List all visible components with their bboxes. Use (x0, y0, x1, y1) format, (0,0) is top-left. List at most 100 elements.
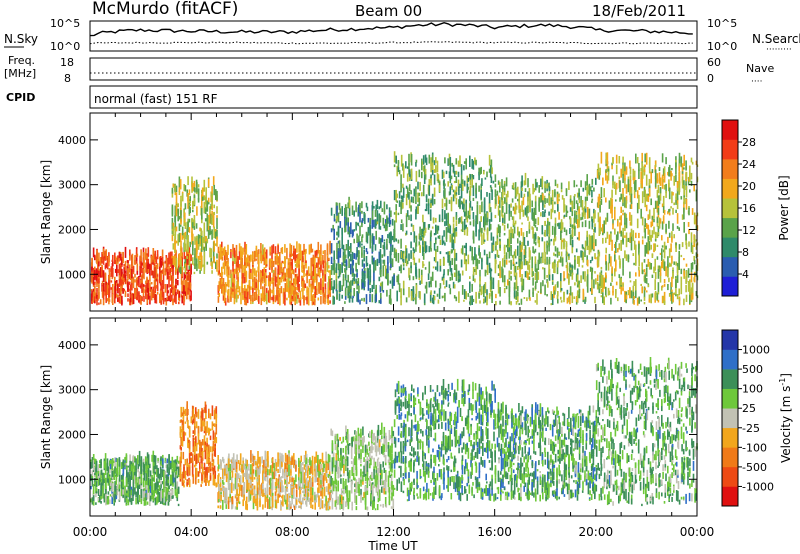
range-cell (548, 274, 551, 281)
range-cell (184, 222, 187, 229)
range-cell (455, 226, 458, 232)
range-cell (586, 280, 589, 293)
range-cell (578, 199, 581, 204)
noise-search-series (89, 41, 693, 45)
range-cell (617, 221, 619, 227)
range-cell (241, 281, 243, 293)
range-cell (167, 295, 169, 301)
range-cell (497, 195, 500, 205)
range-cell (371, 210, 374, 220)
range-cell (337, 262, 340, 271)
range-cell (118, 263, 121, 276)
range-cell (640, 167, 642, 172)
range-cell (671, 168, 673, 171)
range-cell (561, 240, 564, 243)
range-cell (685, 233, 687, 241)
range-cell (134, 255, 136, 265)
range-cell (635, 180, 637, 192)
range-cell (345, 262, 348, 271)
range-cell (366, 206, 369, 212)
range-cell (505, 193, 508, 203)
range-cell (140, 456, 143, 464)
range-cell (118, 255, 121, 262)
range-cell (94, 483, 96, 487)
range-cell (497, 205, 500, 216)
range-cell (127, 485, 130, 491)
range-cell (503, 282, 506, 287)
range-cell (172, 256, 175, 265)
range-cell (575, 200, 578, 204)
range-cell (524, 271, 527, 278)
range-cell (171, 275, 173, 286)
range-cell (250, 287, 252, 290)
range-cell (423, 165, 426, 175)
range-cell (681, 163, 684, 169)
range-cell (656, 173, 659, 184)
range-cell (566, 267, 569, 279)
range-cell (617, 218, 619, 223)
range-cell (165, 460, 168, 464)
range-cell (244, 249, 246, 259)
range-cell (355, 262, 357, 272)
range-cell (298, 298, 300, 303)
range-cell (328, 270, 330, 273)
range-cell (258, 295, 260, 304)
range-cell (448, 251, 451, 255)
range-cell (491, 167, 493, 174)
range-cell (584, 201, 587, 209)
range-cell (624, 162, 626, 174)
range-cell (469, 185, 472, 196)
range-cell (620, 215, 622, 226)
range-cell (170, 474, 172, 484)
range-cell (690, 271, 693, 283)
range-cell (369, 288, 372, 294)
range-cell (605, 272, 607, 277)
range-cell (201, 189, 203, 194)
range-cell (274, 276, 277, 287)
range-cell (644, 245, 646, 257)
range-cell (153, 263, 156, 267)
range-cell (635, 290, 637, 299)
range-cell (212, 176, 215, 186)
range-cell (511, 198, 514, 203)
range-cell (252, 293, 254, 302)
range-cell (582, 271, 585, 280)
range-cell (232, 261, 234, 272)
range-cell (97, 296, 99, 301)
range-cell (138, 283, 140, 288)
range-cell (215, 243, 217, 246)
range-cell (129, 269, 132, 281)
range-cell (421, 237, 423, 241)
range-cell (427, 273, 430, 280)
range-cell (305, 248, 307, 254)
range-cell (615, 281, 618, 286)
range-cell (657, 269, 660, 279)
range-cell (415, 284, 418, 297)
range-cell (671, 236, 673, 243)
range-cell (164, 268, 167, 276)
range-cell (95, 491, 98, 494)
range-cell (288, 286, 290, 293)
range-cell (112, 261, 114, 267)
range-cell (265, 272, 267, 278)
range-cell (515, 290, 518, 298)
range-cell (645, 267, 648, 277)
range-cell (591, 219, 594, 227)
range-cell (492, 236, 495, 245)
range-cell (294, 267, 297, 273)
range-cell (98, 302, 100, 305)
range-cell (244, 258, 246, 263)
range-cell (469, 179, 472, 186)
range-cell (596, 274, 599, 281)
range-cell (550, 303, 553, 306)
range-cell (523, 193, 526, 198)
range-cell (141, 274, 143, 283)
range-cell (184, 274, 187, 279)
range-cell (306, 271, 308, 284)
range-cell (472, 267, 475, 276)
range-cell (641, 173, 644, 179)
range-cell (413, 297, 416, 300)
range-cell (156, 273, 159, 282)
range-cell (311, 281, 314, 286)
range-cell (685, 185, 688, 192)
